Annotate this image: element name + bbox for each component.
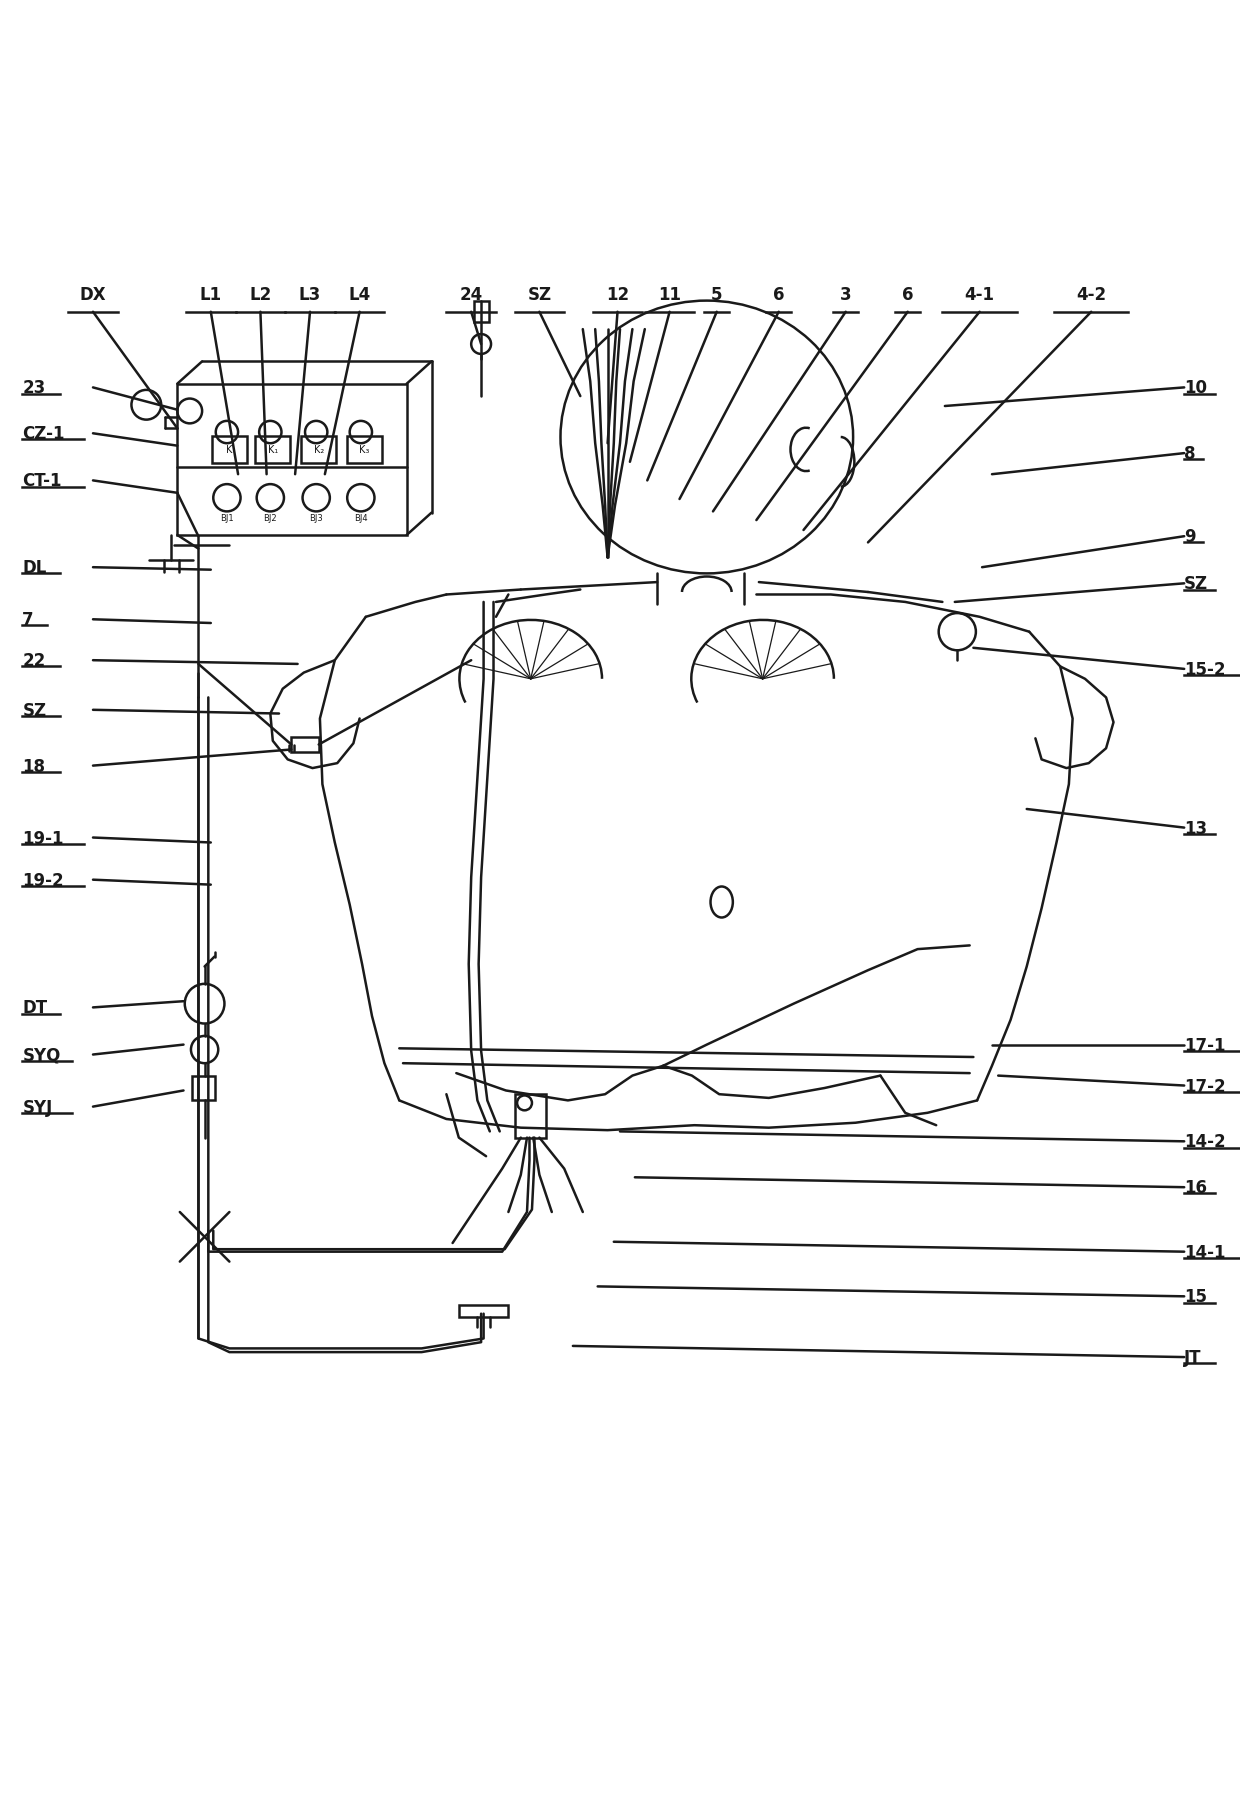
Bar — [192, 1076, 215, 1101]
Text: JT: JT — [1184, 1348, 1202, 1366]
Text: 13: 13 — [1184, 819, 1208, 838]
Bar — [291, 738, 319, 753]
Text: CZ-1: CZ-1 — [22, 424, 64, 442]
Bar — [515, 1094, 546, 1137]
Text: SZ: SZ — [22, 702, 46, 720]
Text: 6: 6 — [901, 285, 914, 303]
Text: 15: 15 — [1184, 1287, 1208, 1305]
Text: 18: 18 — [22, 756, 46, 774]
Text: L4: L4 — [348, 285, 371, 303]
Text: K₃: K₃ — [360, 446, 370, 455]
Text: BJ2: BJ2 — [264, 514, 277, 523]
Bar — [212, 437, 247, 464]
Text: 12: 12 — [606, 285, 629, 303]
Text: SYQ: SYQ — [22, 1045, 61, 1063]
Bar — [255, 437, 290, 464]
Text: DX: DX — [79, 285, 107, 303]
Bar — [347, 437, 382, 464]
Text: SZ: SZ — [1184, 576, 1208, 594]
Text: SZ: SZ — [527, 285, 552, 303]
Text: 4-2: 4-2 — [1076, 285, 1106, 303]
Text: BJ3: BJ3 — [309, 514, 324, 523]
Text: DT: DT — [22, 998, 47, 1016]
Text: 7: 7 — [22, 610, 33, 628]
Text: DL: DL — [22, 560, 47, 578]
Text: 3: 3 — [839, 285, 852, 303]
Text: 19-1: 19-1 — [22, 828, 63, 847]
Bar — [177, 384, 407, 536]
Text: 16: 16 — [1184, 1179, 1208, 1197]
Text: SYJ: SYJ — [22, 1097, 52, 1115]
Text: L2: L2 — [249, 285, 272, 303]
Text: 19-2: 19-2 — [22, 872, 64, 890]
Text: 17-1: 17-1 — [1184, 1036, 1225, 1054]
Text: 15-2: 15-2 — [1184, 661, 1225, 679]
Bar — [301, 437, 336, 464]
Text: L1: L1 — [200, 285, 222, 303]
Text: 14-2: 14-2 — [1184, 1134, 1226, 1150]
Text: CT-1: CT-1 — [22, 473, 62, 491]
Text: 23: 23 — [22, 379, 46, 397]
Bar — [474, 301, 489, 323]
Text: 4-1: 4-1 — [965, 285, 994, 303]
Text: 24: 24 — [460, 285, 482, 303]
Text: 6: 6 — [773, 285, 785, 303]
Text: 11: 11 — [658, 285, 681, 303]
Text: BJ1: BJ1 — [221, 514, 233, 523]
Text: 10: 10 — [1184, 379, 1208, 397]
Text: 17-2: 17-2 — [1184, 1078, 1226, 1096]
Text: 9: 9 — [1184, 527, 1195, 545]
Text: 5: 5 — [711, 285, 723, 303]
Text: 22: 22 — [22, 652, 46, 670]
Text: K₁: K₁ — [268, 446, 278, 455]
Text: K₂: K₂ — [314, 446, 324, 455]
Bar — [459, 1305, 508, 1318]
Text: L3: L3 — [299, 285, 321, 303]
Text: K: K — [226, 446, 233, 455]
Text: 8: 8 — [1184, 444, 1195, 462]
Text: BJ4: BJ4 — [355, 514, 367, 523]
Text: 14-1: 14-1 — [1184, 1244, 1225, 1262]
